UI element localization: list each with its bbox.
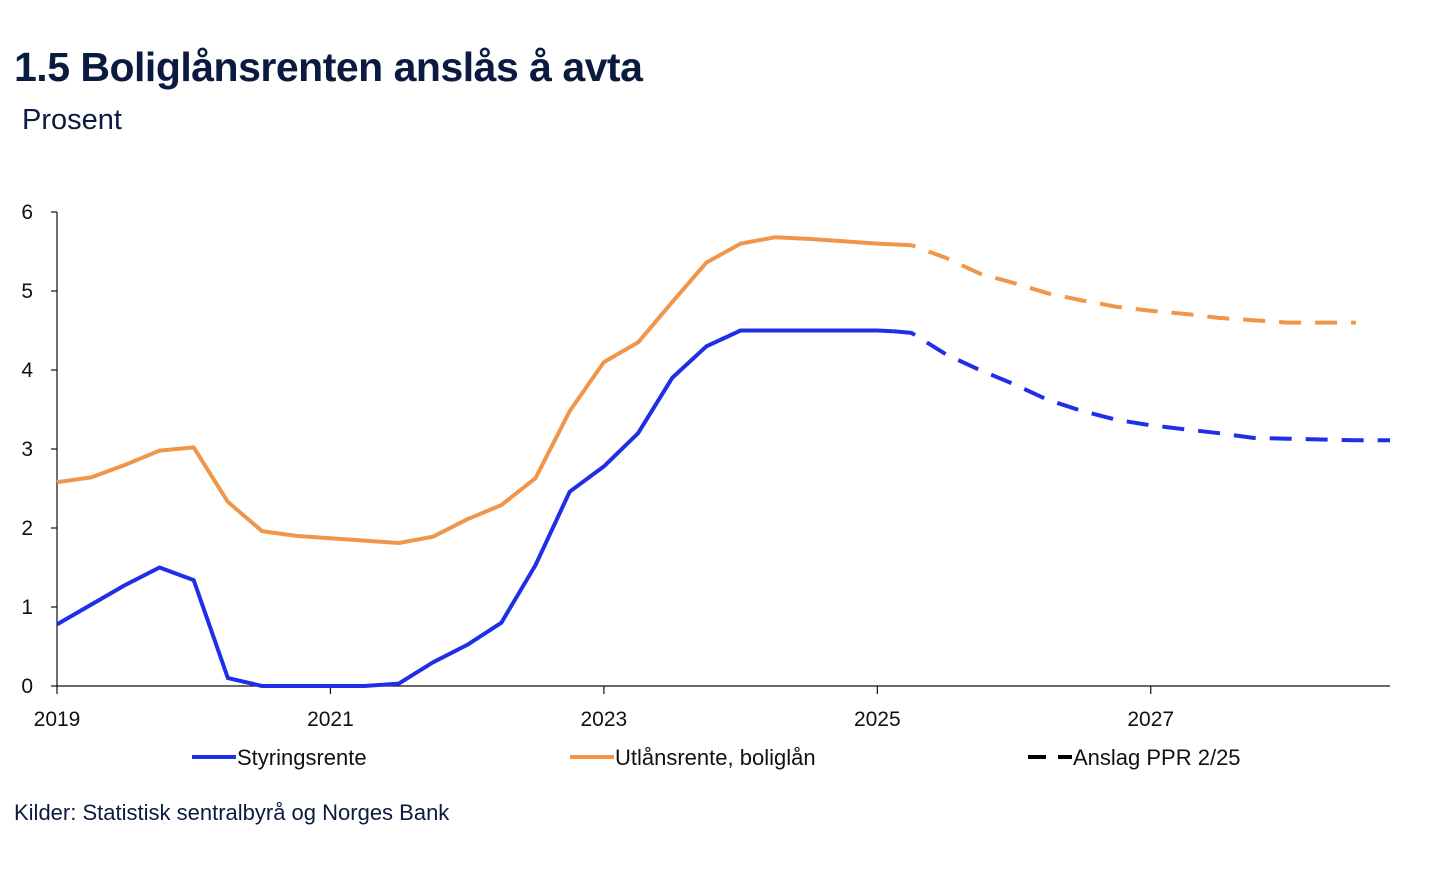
forecast-line-utlansrente	[893, 242, 1356, 325]
y-tick-label: 0	[21, 675, 33, 698]
y-tick-label: 6	[21, 201, 33, 224]
x-tick-label: 2021	[307, 708, 354, 731]
y-axis: 0 1 2 3 4 5 6	[21, 201, 58, 698]
chart-subtitle: Prosent	[22, 104, 122, 136]
legend-label-anslag: Anslag PPR 2/25	[1073, 745, 1241, 770]
y-tick-label: 3	[21, 438, 33, 461]
forecast-line-styringsrente	[893, 329, 1390, 443]
series-lines	[55, 235, 1390, 688]
chart-title: 1.5 Boliglånsrenten anslås å avta	[14, 44, 643, 90]
series-line-styringsrente	[55, 328, 894, 688]
source-note: Kilder: Statistisk sentralbyrå og Norges…	[14, 800, 450, 825]
y-tick-label: 5	[21, 280, 33, 303]
legend-label-styringsrente: Styringsrente	[237, 745, 367, 770]
x-tick-label: 2027	[1127, 708, 1174, 731]
series-line-utlansrente	[56, 235, 894, 545]
legend-label-utlansrente: Utlånsrente, boliglån	[615, 745, 816, 770]
x-tick-label: 2019	[34, 708, 81, 731]
x-tick-label: 2025	[854, 708, 901, 731]
legend: Styringsrente Utlånsrente, boliglån Anslag…	[192, 745, 1241, 770]
x-tick-label: 2023	[581, 708, 628, 731]
y-tick-label: 2	[21, 517, 33, 540]
y-tick-label: 1	[21, 596, 33, 619]
y-tick-label: 4	[21, 359, 33, 382]
x-axis: 2019 2021 2023 2025 2027	[34, 685, 1390, 731]
